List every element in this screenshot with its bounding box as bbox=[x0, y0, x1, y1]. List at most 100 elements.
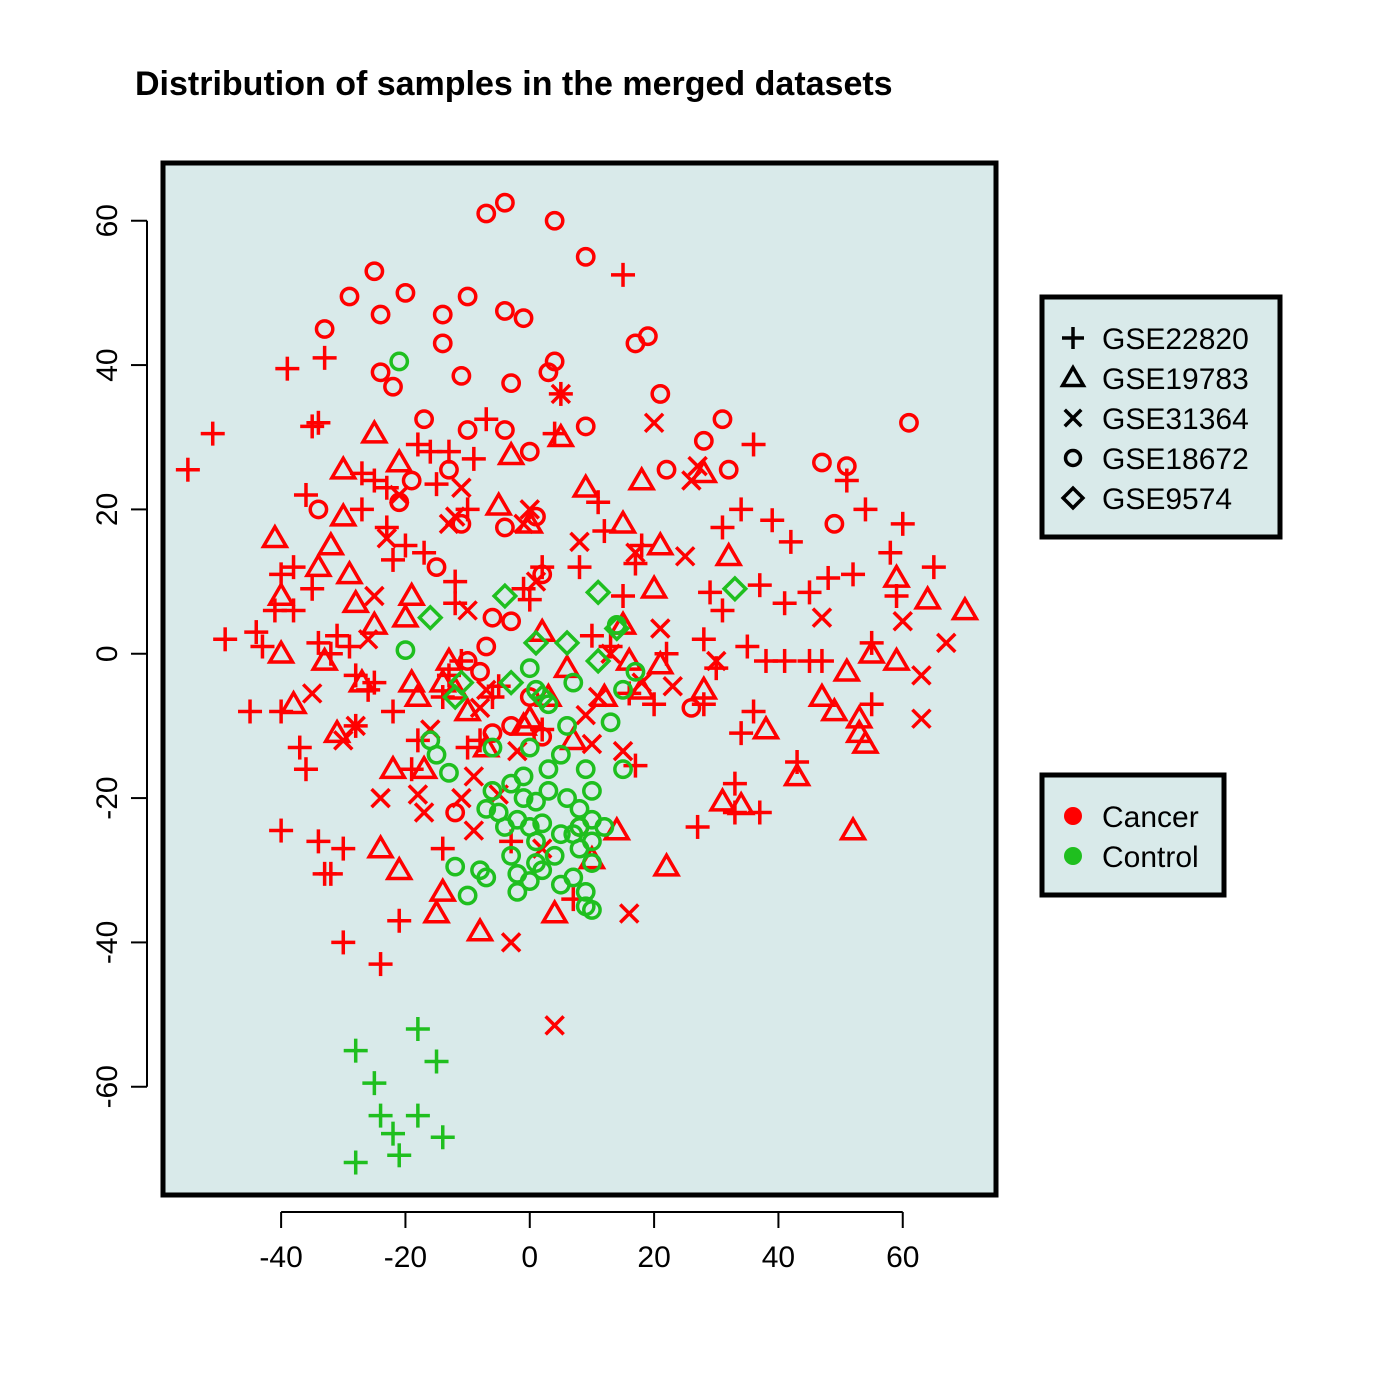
data-point bbox=[575, 246, 596, 267]
data-point bbox=[370, 787, 391, 809]
data-point bbox=[457, 286, 478, 307]
data-point bbox=[482, 737, 503, 758]
data-point bbox=[851, 729, 880, 754]
data-point bbox=[832, 656, 862, 682]
data-point bbox=[526, 506, 546, 527]
data-point bbox=[859, 692, 884, 717]
data-point bbox=[389, 351, 410, 372]
data-point bbox=[643, 412, 665, 434]
data-point bbox=[390, 602, 420, 628]
y-tick-label: -20 bbox=[91, 776, 124, 819]
data-point bbox=[407, 784, 429, 805]
data-point bbox=[457, 600, 478, 621]
data-point bbox=[457, 885, 478, 906]
data-point bbox=[613, 759, 633, 780]
data-point bbox=[718, 459, 739, 480]
data-point bbox=[457, 651, 478, 671]
data-point bbox=[200, 421, 225, 446]
data-point bbox=[349, 497, 374, 522]
data-point bbox=[405, 1103, 430, 1128]
legend-dataset-label: GSE18672 bbox=[1102, 443, 1249, 476]
data-point bbox=[627, 465, 657, 491]
data-point bbox=[608, 508, 638, 534]
data-point bbox=[325, 623, 350, 648]
data-point bbox=[600, 712, 621, 733]
data-point bbox=[735, 634, 760, 659]
data-point bbox=[546, 422, 576, 448]
data-point bbox=[778, 529, 803, 554]
data-point bbox=[497, 669, 525, 696]
data-point bbox=[322, 718, 352, 744]
data-point bbox=[401, 470, 422, 491]
data-point bbox=[357, 629, 379, 650]
data-point bbox=[384, 855, 414, 881]
data-point bbox=[797, 580, 822, 605]
data-point bbox=[921, 555, 946, 580]
data-point bbox=[300, 414, 325, 439]
data-point bbox=[760, 508, 785, 533]
data-point bbox=[405, 432, 430, 457]
legend-dataset-label: GSE9574 bbox=[1102, 483, 1232, 516]
data-point bbox=[341, 588, 371, 614]
x-tick-label: -40 bbox=[259, 1241, 302, 1274]
data-point bbox=[381, 547, 406, 572]
y-tick-label: 20 bbox=[91, 493, 124, 526]
data-point bbox=[469, 697, 491, 719]
data-point bbox=[513, 788, 534, 808]
data-point bbox=[691, 627, 716, 652]
data-point bbox=[689, 674, 719, 700]
data-point bbox=[569, 798, 590, 819]
data-point bbox=[532, 564, 553, 585]
data-point bbox=[642, 692, 667, 717]
data-point bbox=[567, 555, 592, 580]
data-point bbox=[175, 457, 200, 482]
data-point bbox=[550, 383, 572, 405]
data-point bbox=[331, 930, 356, 955]
data-point bbox=[522, 629, 550, 657]
data-point bbox=[471, 732, 501, 758]
x-tick-label: 60 bbox=[886, 1241, 919, 1274]
data-point bbox=[571, 472, 601, 498]
data-point bbox=[584, 647, 612, 675]
data-point bbox=[722, 771, 747, 796]
y-tick-label: -40 bbox=[91, 921, 124, 964]
data-point bbox=[378, 754, 408, 780]
data-point bbox=[809, 648, 834, 673]
data-point bbox=[841, 562, 866, 587]
data-point bbox=[532, 726, 553, 747]
legend-symbol-icon bbox=[1063, 408, 1083, 428]
data-point bbox=[579, 623, 604, 648]
data-point bbox=[650, 618, 671, 639]
data-point bbox=[582, 831, 602, 852]
data-point bbox=[426, 557, 447, 578]
data-point bbox=[432, 333, 453, 354]
legend-group-box bbox=[1039, 772, 1227, 898]
data-point bbox=[389, 492, 410, 513]
data-point bbox=[772, 648, 797, 673]
data-point bbox=[857, 638, 887, 664]
data-point bbox=[882, 646, 911, 671]
data-point bbox=[424, 1049, 449, 1074]
data-point bbox=[281, 555, 306, 580]
data-point bbox=[532, 860, 553, 881]
data-point bbox=[279, 689, 308, 715]
data-point bbox=[366, 833, 396, 859]
data-point bbox=[337, 634, 362, 659]
data-point bbox=[575, 759, 596, 780]
data-point bbox=[413, 802, 435, 823]
data-point bbox=[637, 326, 658, 347]
data-point bbox=[428, 877, 458, 902]
data-point bbox=[882, 563, 911, 588]
data-point bbox=[884, 584, 909, 609]
data-point bbox=[550, 824, 571, 845]
data-point bbox=[513, 766, 534, 787]
data-point bbox=[558, 725, 588, 751]
axes-layer: -40 -20 0 20 40 60 -60 -40 -20 0 20 40 60 bbox=[91, 204, 919, 1274]
legend-group-label: Control bbox=[1102, 841, 1199, 874]
data-point bbox=[403, 682, 433, 707]
data-point bbox=[362, 1071, 387, 1096]
data-point bbox=[463, 820, 485, 841]
data-point bbox=[409, 754, 439, 780]
data-point bbox=[453, 696, 483, 722]
y-tick-label: 60 bbox=[91, 204, 124, 237]
